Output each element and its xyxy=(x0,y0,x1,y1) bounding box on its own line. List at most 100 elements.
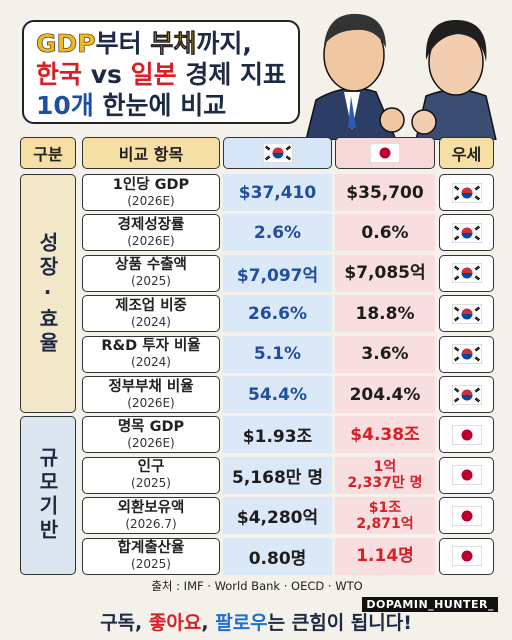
item-name: 정부부채 비율 xyxy=(108,378,194,395)
item-name: 1인당 GDP xyxy=(112,176,190,193)
winner-flag xyxy=(452,344,482,364)
winner-flag xyxy=(452,465,482,485)
item-period: (2026E) xyxy=(127,395,175,410)
winner-cell xyxy=(439,214,494,252)
title-part: 10개 xyxy=(36,91,94,120)
footer-part: , xyxy=(135,612,149,634)
header-cell: 구분 xyxy=(20,137,76,169)
item-cell: 제조업 비중 (2024) xyxy=(82,295,220,333)
item-period: (2026E) xyxy=(127,193,175,208)
winner-flag xyxy=(452,506,482,526)
header-flag-japan xyxy=(335,137,435,169)
item-cell: R&D 투자 비율 (2024) xyxy=(82,335,220,373)
header-cell: 우세 xyxy=(439,137,494,169)
item-period: (2026.7) xyxy=(125,516,177,531)
item-cell: 합계출산율 (2025) xyxy=(82,537,220,575)
korea-value: $37,410 xyxy=(223,174,332,211)
item-name: 합계출산율 xyxy=(117,540,185,557)
footer-part: 좋아요 xyxy=(148,612,202,634)
flag-korea xyxy=(263,143,293,163)
winner-cell xyxy=(439,416,494,454)
winner-cell xyxy=(439,497,494,535)
winner-cell xyxy=(439,295,494,333)
korea-value: $1.93조 xyxy=(223,416,332,454)
group-label-cell: 규모기반 xyxy=(20,416,76,575)
korea-value: $7,097억 xyxy=(223,254,332,292)
group-label-cell: 성장·효율 xyxy=(20,174,76,413)
source: 출처 : IMF · World Bank · OECD · WTO xyxy=(151,579,363,593)
korea-value: 5,168만 명 xyxy=(223,456,332,494)
item-period: (2026E) xyxy=(127,435,175,450)
title-part: GDP xyxy=(36,29,96,59)
item-cell: 상품 수출액 (2025) xyxy=(82,254,220,292)
winner-cell xyxy=(439,376,494,413)
winner-cell xyxy=(439,335,494,373)
korea-value: $4,280억 xyxy=(223,497,332,535)
group-label: 규모기반 xyxy=(35,447,60,544)
winner-flag xyxy=(452,546,482,566)
header-cell: 비교 항목 xyxy=(82,137,220,169)
winner-flag xyxy=(452,304,482,324)
winner-cell xyxy=(439,254,494,292)
item-period: (2024) xyxy=(131,314,171,329)
item-cell: 인구 (2025) xyxy=(82,456,220,494)
watermark: DOPAMIN_HUNTER_ xyxy=(362,597,498,612)
item-period: (2024) xyxy=(131,355,171,370)
japan-value: 1.14명 xyxy=(335,537,435,575)
item-name: R&D 투자 비율 xyxy=(101,338,201,355)
footer-part: 구독 xyxy=(100,612,136,634)
item-cell: 외환보유액 (2026.7) xyxy=(82,497,220,535)
title-part: 경제 지표 xyxy=(176,60,287,89)
item-name: 경제성장률 xyxy=(117,216,185,233)
korea-value: 54.4% xyxy=(223,376,332,413)
japan-value: 1억 2,337만 명 xyxy=(335,456,435,494)
item-cell: 경제성장률 (2026E) xyxy=(82,214,220,252)
footer-part: 는 큰힘이 됩니다! xyxy=(267,612,412,634)
item-period: (2026E) xyxy=(127,233,175,248)
item-period: (2025) xyxy=(131,557,171,572)
japan-value: $4.38조 xyxy=(335,416,435,454)
group-label: 성장·효율 xyxy=(35,231,60,356)
winner-flag xyxy=(452,425,482,445)
japan-value: $35,700 xyxy=(335,174,435,211)
title-part: 까지, xyxy=(196,29,252,58)
title-line: 10개 한눈에 비교 xyxy=(36,90,286,121)
title-part: vs xyxy=(82,60,131,89)
item-name: 명목 GDP xyxy=(117,418,185,435)
footer-part: 팔로우 xyxy=(215,612,268,634)
title-part: 부터 xyxy=(95,29,151,58)
winner-cell xyxy=(439,174,494,211)
item-name: 제조업 비중 xyxy=(115,297,187,314)
winner-flag xyxy=(452,223,482,243)
item-period: (2025) xyxy=(131,274,171,289)
item-name: 외환보유액 xyxy=(117,499,185,516)
title-part: 한국 xyxy=(36,60,83,89)
japan-value: $1조 2,871억 xyxy=(335,497,435,535)
flag-japan xyxy=(370,143,400,163)
item-period: (2025) xyxy=(131,476,171,491)
korea-value: 2.6% xyxy=(223,214,332,252)
korea-value: 26.6% xyxy=(223,295,332,333)
title-part: 부채 xyxy=(150,29,197,59)
japan-value: 0.6% xyxy=(335,214,435,252)
korea-value: 0.80명 xyxy=(223,537,332,575)
winner-flag xyxy=(452,183,482,203)
title-line: GDP부터 부채까지, xyxy=(36,28,286,59)
title-line: 한국 vs 일본 경제 지표 xyxy=(36,59,286,90)
footer: 구독, 좋아요, 팔로우는 큰힘이 됩니다! xyxy=(0,608,512,635)
japan-value: 18.8% xyxy=(335,295,435,333)
korea-value: 5.1% xyxy=(223,335,332,373)
winner-flag xyxy=(452,385,482,405)
item-cell: 명목 GDP (2026E) xyxy=(82,416,220,454)
illustration xyxy=(305,13,497,140)
title-part: 일본 xyxy=(130,60,177,89)
title-part: 한눈에 비교 xyxy=(93,91,227,120)
japan-value: $7,085억 xyxy=(335,254,435,292)
winner-flag xyxy=(452,263,482,283)
winner-cell xyxy=(439,537,494,575)
item-name: 인구 xyxy=(137,459,165,476)
winner-cell xyxy=(439,456,494,494)
header-flag-korea xyxy=(223,137,332,169)
